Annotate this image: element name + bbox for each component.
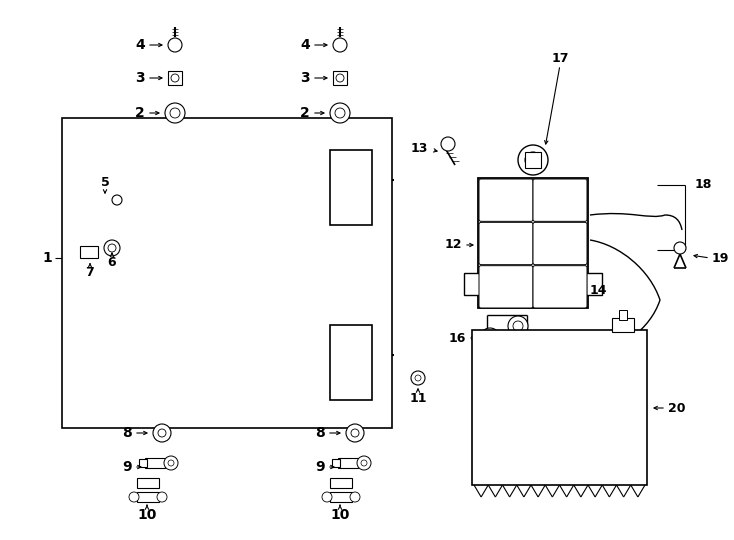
Bar <box>612 318 634 332</box>
Bar <box>619 310 627 320</box>
Text: 3: 3 <box>135 71 145 85</box>
Bar <box>525 152 541 168</box>
Bar <box>137 478 159 488</box>
Circle shape <box>674 242 686 254</box>
Bar <box>333 71 347 85</box>
Circle shape <box>153 424 171 442</box>
Text: 10: 10 <box>137 508 156 522</box>
Circle shape <box>335 108 345 118</box>
Bar <box>330 150 372 225</box>
Bar <box>62 118 392 428</box>
Text: 18: 18 <box>695 179 713 192</box>
Bar <box>137 492 159 502</box>
Text: 10: 10 <box>330 508 349 522</box>
Circle shape <box>129 492 139 502</box>
Circle shape <box>171 74 179 82</box>
Circle shape <box>104 240 120 256</box>
Bar <box>168 71 182 85</box>
Bar <box>145 458 165 468</box>
Bar <box>472 330 647 485</box>
Text: 8: 8 <box>315 426 325 440</box>
Circle shape <box>357 456 371 470</box>
Bar <box>330 492 352 502</box>
Text: 16: 16 <box>448 332 466 345</box>
FancyBboxPatch shape <box>533 266 587 308</box>
Circle shape <box>170 108 180 118</box>
Bar <box>330 325 372 400</box>
Circle shape <box>350 492 360 502</box>
Text: 17: 17 <box>551 51 569 64</box>
Circle shape <box>322 492 332 502</box>
Text: 13: 13 <box>410 141 428 154</box>
Circle shape <box>157 492 167 502</box>
Circle shape <box>112 195 122 205</box>
Text: 4: 4 <box>135 38 145 52</box>
Circle shape <box>333 38 347 52</box>
Circle shape <box>330 103 350 123</box>
Circle shape <box>513 321 523 331</box>
FancyBboxPatch shape <box>533 222 587 265</box>
Circle shape <box>336 74 344 82</box>
Bar <box>586 273 602 295</box>
Circle shape <box>550 334 560 344</box>
Text: 14: 14 <box>590 284 608 296</box>
Text: 1: 1 <box>43 251 52 265</box>
FancyBboxPatch shape <box>533 179 587 221</box>
Text: 4: 4 <box>300 38 310 52</box>
Circle shape <box>441 137 455 151</box>
Circle shape <box>411 371 425 385</box>
Circle shape <box>164 456 178 470</box>
Text: 20: 20 <box>668 402 686 415</box>
Bar <box>80 246 98 258</box>
Text: 6: 6 <box>108 255 116 268</box>
Circle shape <box>415 375 421 381</box>
Circle shape <box>108 244 116 252</box>
Circle shape <box>556 286 574 304</box>
Circle shape <box>485 333 495 343</box>
Text: 15: 15 <box>546 375 564 388</box>
Circle shape <box>508 316 528 336</box>
Text: 19: 19 <box>712 252 730 265</box>
Text: 9: 9 <box>123 460 132 474</box>
Circle shape <box>361 460 367 466</box>
Circle shape <box>168 38 182 52</box>
FancyBboxPatch shape <box>479 266 533 308</box>
Bar <box>478 178 588 308</box>
Circle shape <box>518 145 548 175</box>
Text: 2: 2 <box>135 106 145 120</box>
Circle shape <box>158 429 166 437</box>
Circle shape <box>346 424 364 442</box>
Text: 12: 12 <box>445 239 462 252</box>
Text: 2: 2 <box>300 106 310 120</box>
Bar <box>330 478 352 488</box>
Text: 7: 7 <box>86 266 95 279</box>
Text: 9: 9 <box>316 460 325 474</box>
Circle shape <box>351 429 359 437</box>
Text: 8: 8 <box>123 426 132 440</box>
Text: 5: 5 <box>101 177 109 190</box>
Text: 11: 11 <box>410 392 426 404</box>
Circle shape <box>165 103 185 123</box>
Circle shape <box>168 460 174 466</box>
Circle shape <box>525 152 541 168</box>
Bar <box>139 459 147 467</box>
Bar <box>464 273 480 295</box>
FancyBboxPatch shape <box>479 222 533 265</box>
Bar <box>338 458 358 468</box>
Circle shape <box>480 328 500 348</box>
Circle shape <box>561 291 569 299</box>
FancyBboxPatch shape <box>479 179 533 221</box>
Bar <box>332 459 340 467</box>
Text: 3: 3 <box>300 71 310 85</box>
